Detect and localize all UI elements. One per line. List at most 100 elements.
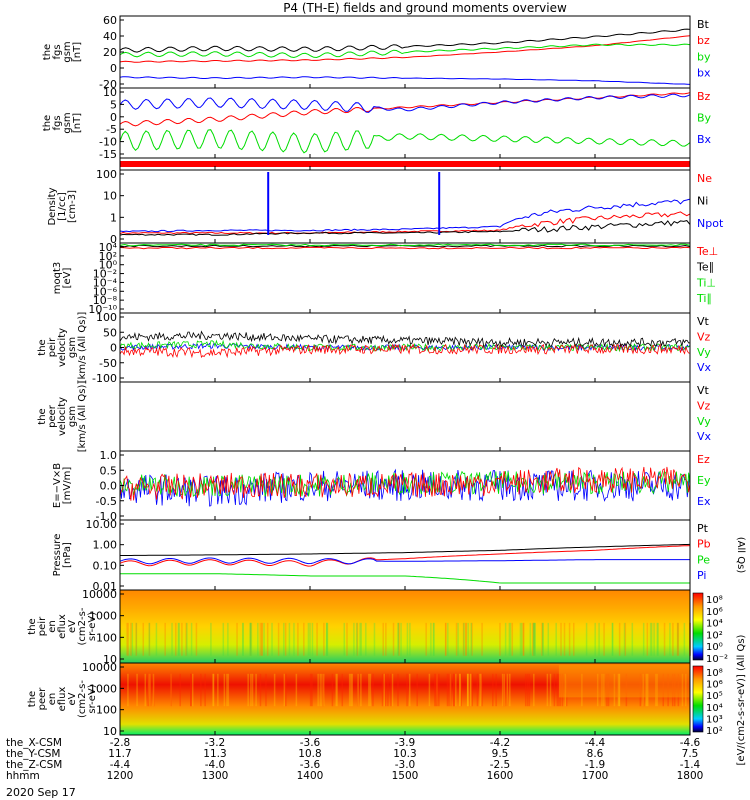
series-line-Pb xyxy=(119,545,691,567)
panel-7: the peer velocity gsm [km/s (All Qs)] Vt Vz Vy V… xyxy=(37,381,712,453)
series-line-Ez xyxy=(119,466,691,501)
y-axis-label-line: en xyxy=(47,620,58,633)
series-line-Ni xyxy=(119,220,691,236)
colorbar-tick-label: 10⁰ xyxy=(706,642,723,653)
spectrogram-streak xyxy=(447,622,449,656)
legend-Vz: Vz xyxy=(697,330,711,343)
legend-Ti∥: Ti∥ xyxy=(696,292,712,305)
spectrogram-streak xyxy=(585,622,588,656)
y-axis-label-line: eflux xyxy=(57,614,68,639)
spectrogram-streak xyxy=(676,622,679,656)
y-axis-label-line: [nT] xyxy=(72,42,83,62)
spectrogram-streak xyxy=(523,622,525,656)
spectrogram-streak xyxy=(307,622,310,656)
panel-3 xyxy=(119,157,691,171)
spectrogram-streak xyxy=(226,673,228,707)
spectrogram-streak xyxy=(319,673,322,707)
spectrogram-streak xyxy=(181,622,183,656)
spectrogram-streak xyxy=(453,673,455,707)
spectrogram-streak xyxy=(147,673,150,707)
axis-row-value: 1700 xyxy=(582,770,609,782)
spectrogram-streak xyxy=(251,673,254,707)
spectrogram-streak xyxy=(594,622,596,656)
spectrogram-streak xyxy=(646,622,649,656)
y-tick-label: 0 xyxy=(110,111,117,124)
series-line-Bx xyxy=(119,93,691,113)
spectrogram-streak xyxy=(649,622,652,656)
spectrogram-streak xyxy=(459,673,462,707)
spectrogram-streak xyxy=(316,622,318,656)
spectrogram-streak xyxy=(631,622,634,656)
series-line-Ey xyxy=(119,470,691,498)
spectrogram-streak xyxy=(598,622,600,656)
spectrogram-streak xyxy=(656,622,659,656)
spectrogram-streak xyxy=(481,673,483,707)
y-axis-label-line: [km/s (All Qs)] xyxy=(77,312,88,384)
spectrogram-streak xyxy=(416,673,418,707)
y-tick-label: 1000 xyxy=(89,610,117,623)
y-tick-label: 10⁻⁸ xyxy=(93,294,118,307)
y-axis-label-line: [mV/m] xyxy=(62,467,73,505)
spectrogram-streak xyxy=(657,622,659,656)
legend-Vy: Vy xyxy=(697,346,711,359)
y-tick-label: -20 xyxy=(99,78,117,91)
spectrogram-streak xyxy=(436,673,438,707)
spectrogram-streak xyxy=(444,622,447,656)
panel-frame xyxy=(119,169,691,244)
spectrogram-streak xyxy=(249,622,252,656)
axis-row-value: -3.0 xyxy=(395,759,416,771)
spectrogram-streak xyxy=(360,673,362,707)
spectrogram-streak xyxy=(382,622,384,656)
y-axis-label-line: [eV] xyxy=(62,268,73,289)
spectrogram-streak xyxy=(303,622,305,656)
spectrogram-streak xyxy=(397,622,399,656)
spectrogram-streak xyxy=(524,673,527,707)
spectrogram-streak xyxy=(465,622,467,656)
spectrogram-streak xyxy=(436,673,438,707)
y-tick-label: 100 xyxy=(96,168,117,181)
y-axis-label-line: eV xyxy=(67,692,78,705)
legend-Pi: Pi xyxy=(697,569,706,582)
spectrogram-streak xyxy=(470,622,473,656)
spectrogram-streak xyxy=(273,673,276,707)
spectrogram-streak xyxy=(669,622,671,656)
panel-frame xyxy=(119,15,691,89)
spectrogram-streak xyxy=(348,673,351,707)
spectrogram-streak xyxy=(506,673,509,707)
spectrogram-streak xyxy=(455,673,457,707)
series-line-Vz xyxy=(119,343,691,359)
spectrogram-streak xyxy=(322,673,324,707)
legend-Ex: Ex xyxy=(697,495,711,508)
spectrogram-streak xyxy=(528,673,531,707)
spectrogram-streak xyxy=(432,622,435,656)
spectrogram-streak xyxy=(542,622,544,656)
spectrogram-streak xyxy=(446,673,449,707)
spectrogram-streak xyxy=(325,622,328,656)
y-axis-label: the fgs gsm [nT] xyxy=(42,41,83,62)
y-tick-label: 100 xyxy=(96,704,117,717)
legend-Vt: Vt xyxy=(697,384,710,397)
y-tick-label: -100 xyxy=(92,372,117,385)
spectrogram-streak xyxy=(623,622,626,656)
series-line-By xyxy=(119,129,691,154)
spectrogram-streak xyxy=(311,622,314,656)
y-axis-label-line: gsm xyxy=(62,112,73,133)
y-tick-label: 10⁻⁶ xyxy=(93,285,118,298)
y-tick-label: 50 xyxy=(103,326,117,339)
spectrogram-streak xyxy=(135,622,138,656)
spectrogram-streak xyxy=(126,622,128,656)
spectrogram-streak xyxy=(131,622,134,656)
series-line-Pt xyxy=(120,543,691,556)
spectrogram-streak xyxy=(677,622,680,656)
legend-Vx: Vx xyxy=(697,430,712,443)
spectrogram-streak xyxy=(190,673,192,707)
colorbar-label: [eV/(cm2-s-sr-eV)] (All Qs) xyxy=(736,634,747,765)
spectrogram-streak xyxy=(170,673,172,707)
spectrogram-streak xyxy=(351,673,353,707)
spectrogram-streak xyxy=(284,622,287,656)
axis-row-label: the_Z-CSM xyxy=(6,759,62,771)
y-tick-label: 5 xyxy=(110,98,117,111)
spectrogram-streak xyxy=(534,622,536,656)
spectrogram-streak xyxy=(242,622,244,656)
